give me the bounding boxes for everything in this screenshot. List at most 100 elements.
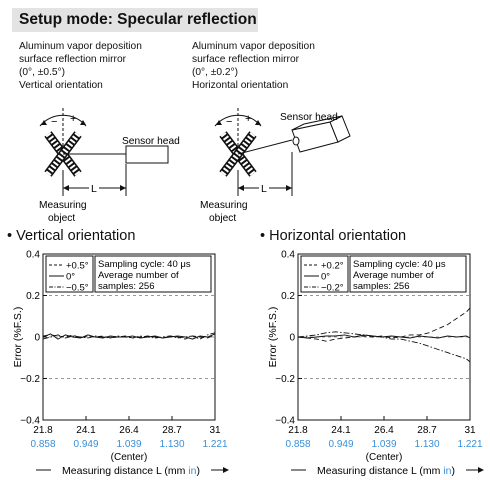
y-tick-label: 0.2 [26,291,40,302]
x-tick-label-in: 1.130 [159,439,184,450]
series-line [297,307,471,342]
distance-label: L [261,183,267,195]
dimension-label-bg [89,182,99,194]
x-axis-label: Measuring distance L (mm in) [62,465,200,477]
x-axis-label-part: Measuring distance L (mm [62,465,188,477]
x-tick-label-in: 0.949 [73,439,98,450]
measuring-object-label: object [209,213,236,224]
measuring-object-label: object [48,213,75,224]
dimension-arrow-icon [63,185,69,191]
minus-sign: − [51,116,57,128]
measuring-object-label: Measuring [200,200,248,211]
center-label: (Center) [111,452,148,463]
page-title: Setup mode: Specular reflection [12,8,258,32]
section-title-vertical: • Vertical orientation [7,228,136,244]
sensor-head-box [125,145,169,164]
info-text: Sampling cycle: 40 μs [98,259,191,270]
caption-line: (0°, ±0.5°) [19,67,66,78]
arc-arrow-left-icon [216,120,222,125]
y-tick-label: 0 [34,333,40,344]
x-tick-label-in: 1.039 [116,439,141,450]
legend-label: +0.5° [66,261,89,272]
section-title-horizontal: • Horizontal orientation [260,228,407,244]
legend-label: 0° [321,272,330,283]
chart-vertical: 0.4 0.2 0 −0.2 −0.421.8 0.858 24.1 0.949 26.4 1.0… [12,250,229,477]
x-tick-label-in: 0.858 [285,439,310,450]
y-axis-label: Error (%F.S.) [12,307,24,368]
setup-left-diagram: − + Sensor head L Measuring object [39,108,180,224]
x-axis-arrow-icon [478,467,484,473]
caption-line: Vertical orientation [19,80,103,91]
plus-sign: + [70,113,76,125]
setup-right-caption: Aluminum vapor deposition surface reflec… [192,40,315,92]
y-tick-label: −0.4 [275,416,295,427]
x-tick-label-in: 1.221 [457,439,482,450]
legend-box [300,255,349,293]
x-tick-label-in: 1.039 [371,439,396,450]
series-line [42,332,216,340]
y-tick-label: 0.4 [26,250,40,261]
setup-right-diagram: − + Sensor head L Measuring object [200,108,351,224]
chart-horizontal: 0.4 0.2 0 −0.2 −0.421.8 0.858 24.1 0.949 26.4 1.0… [267,250,484,477]
y-tick-label: 0.2 [281,291,295,302]
plus-sign: + [245,113,251,125]
caption-line: (0°, ±0.2°) [192,67,239,78]
x-axis-label-part: Measuring distance L (mm [317,465,443,477]
caption-line: surface reflection mirror [19,54,126,65]
legend-box [45,255,94,293]
x-axis-label-part: ) [196,465,200,477]
series-line [297,334,471,339]
x-tick-label-mm: 28.7 [417,425,437,436]
legend-label: +0.2° [321,261,344,272]
x-axis-label-unit-in: in [443,465,451,477]
dimension-arrow-icon [120,185,126,191]
arc-arrow-right-icon [255,120,261,125]
distance-label: L [91,183,97,195]
caption-line: Aluminum vapor deposition [192,41,315,52]
x-tick-label-mm: 26.4 [374,425,394,436]
info-text: samples: 256 [353,281,410,292]
center-label: (Center) [366,452,403,463]
dimension-label-bg [259,182,269,194]
info-text: Average number of [98,270,179,281]
x-axis-label-unit-in: in [188,465,196,477]
sensor-head-3d [291,115,351,153]
x-tick-label-mm: 24.1 [331,425,351,436]
dimension-arrow-icon [238,185,244,191]
x-tick-label-mm: 31 [464,425,476,436]
legend-label: −0.5° [66,283,89,294]
dimension-arrow-icon [286,185,292,191]
caption-line: Horizontal orientation [192,80,289,91]
x-axis-label: Measuring distance L (mm in) [317,465,455,477]
x-tick-label-mm: 26.4 [119,425,139,436]
sensor-head-label: Sensor head [280,112,338,123]
caption-line: Aluminum vapor deposition [19,41,142,52]
info-text: Average number of [353,270,434,281]
info-text: samples: 256 [98,281,155,292]
y-tick-label: −0.2 [20,374,40,385]
x-axis-label-part: ) [451,465,455,477]
x-tick-label-mm: 31 [209,425,221,436]
arc-arrow-left-icon [41,120,47,125]
x-axis-arrow-icon [223,467,229,473]
info-text: Sampling cycle: 40 μs [353,259,446,270]
legend-label: −0.2° [321,283,344,294]
x-tick-label-in: 1.221 [202,439,227,450]
y-tick-label: 0.4 [281,250,295,261]
x-tick-label-mm: 21.8 [33,425,53,436]
setup-left-caption: Aluminum vapor deposition surface reflec… [19,40,142,92]
measuring-object-label: Measuring [39,200,87,211]
series-line [297,331,471,363]
y-axis-label: Error (%F.S.) [267,307,279,368]
series-line [42,334,216,340]
x-tick-label-in: 0.858 [30,439,55,450]
y-tick-label: 0 [289,333,295,344]
arc-arrow-right-icon [80,120,86,125]
beam-line [237,139,293,155]
series-line [42,333,216,340]
x-tick-label-in: 0.949 [328,439,353,450]
info-box [94,255,212,293]
info-box [349,255,467,293]
x-tick-label-mm: 21.8 [288,425,308,436]
x-tick-label-in: 1.130 [414,439,439,450]
